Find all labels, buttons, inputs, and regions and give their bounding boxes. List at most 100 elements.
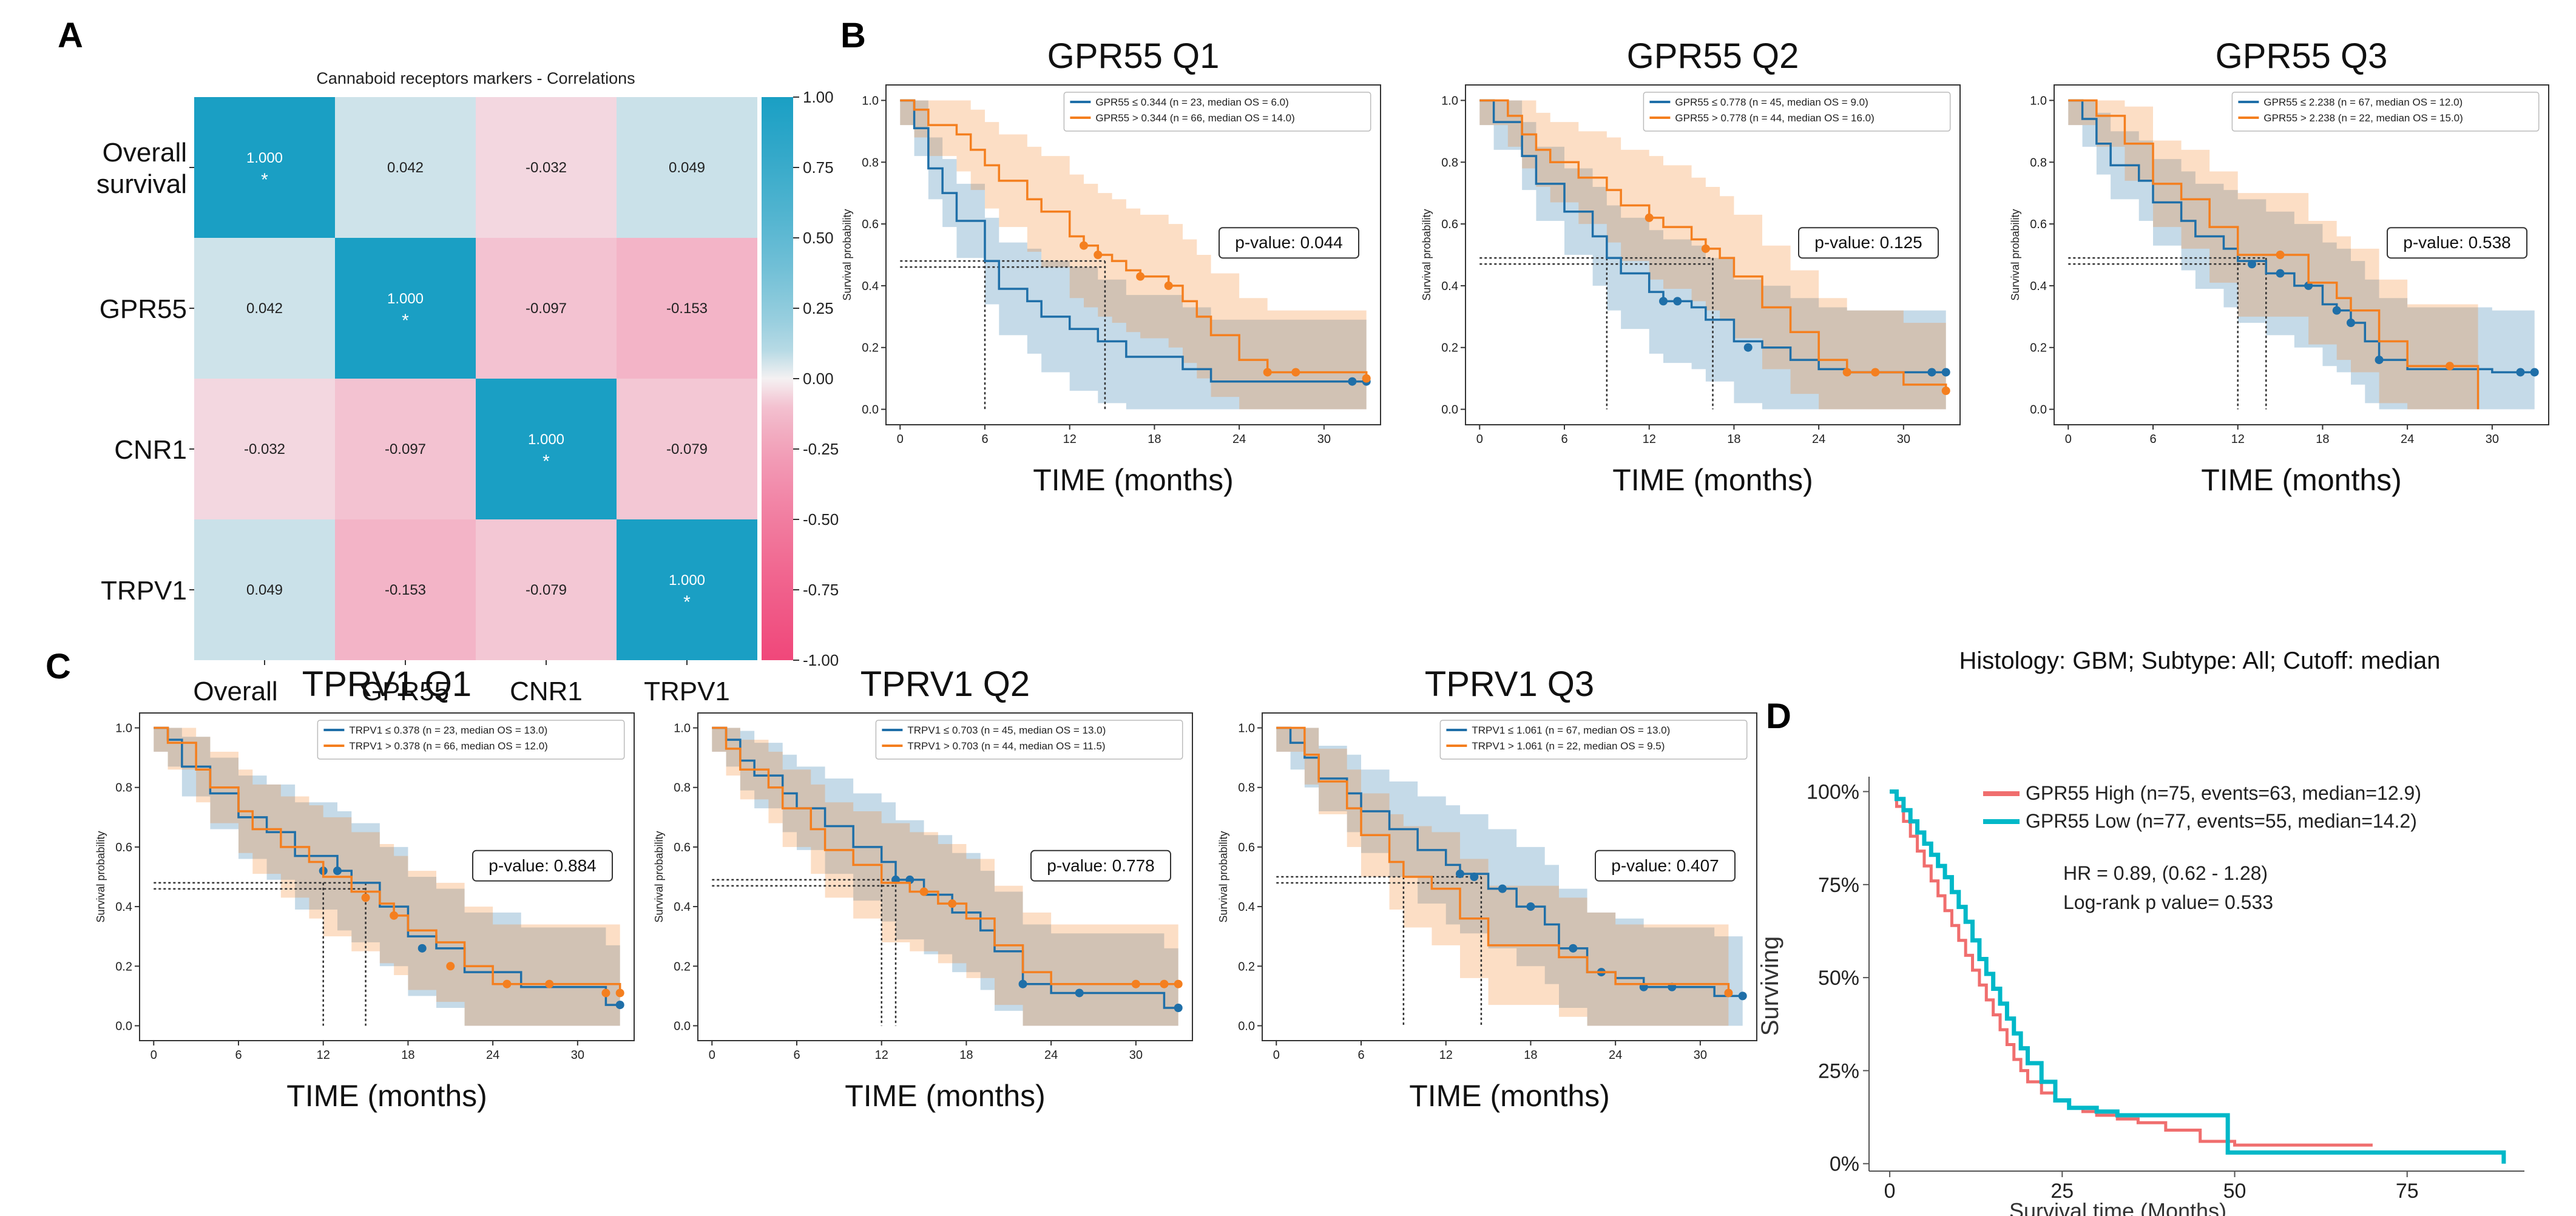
y-axis-label: Survival probability	[95, 831, 107, 922]
heatmap-cell-label: 0.049	[246, 582, 283, 598]
y-axis-label: Survival probability	[1421, 209, 1433, 300]
y-tick-label: 0.0	[115, 1019, 132, 1033]
confidence-band	[712, 728, 1178, 1026]
y-axis-label: Survival probability	[2009, 209, 2021, 300]
censor-marker	[1927, 368, 1936, 377]
legend-entry: TRPV1 ≤ 0.703 (n = 45, median OS = 13.0)	[907, 725, 1106, 736]
km-chart-gpr55-q2: GPR55 Q2 0 6 12 18 24 30 0.0 0.2 0.4 0.6 0.8 1.0 Surv…	[1421, 36, 1961, 497]
y-tick-label: 0.8	[2030, 156, 2047, 169]
censor-marker	[615, 988, 624, 998]
heatmap-cell	[617, 97, 757, 238]
heatmap-cell	[617, 519, 757, 660]
heatmap-cell-label: -0.032	[526, 160, 567, 176]
censor-marker	[1569, 944, 1578, 953]
heatmap-cell-label: -0.079	[526, 582, 567, 598]
colorbar-tick-label: 0.75	[803, 158, 834, 177]
km-chart-trpv1-q2: TPRV1 Q2 0 6 12 18 24 30 0.0 0.2 0.4 0.6 0.8 1.0 Surv…	[653, 664, 1193, 1113]
heatmap-cell-label: -0.097	[526, 300, 567, 317]
p-value-label: p-value: 0.778	[1047, 856, 1154, 875]
censor-marker	[1659, 297, 1668, 306]
heatmap-cell-label: 0.049	[669, 160, 705, 176]
heatmap-significance-marker: *	[683, 592, 691, 612]
x-tick-label: 18	[401, 1049, 414, 1062]
survival-curve	[712, 726, 1178, 985]
censor-marker	[545, 979, 554, 988]
censor-marker	[1701, 244, 1710, 253]
x-tick-label: 0	[1476, 433, 1483, 446]
heatmap-col-label: Overall	[193, 677, 277, 706]
survival-curve	[1276, 726, 1730, 993]
y-tick-label: 0.6	[1441, 218, 1458, 231]
x-tick-label: 25	[2050, 1180, 2074, 1203]
y-tick-label: 0.6	[2030, 218, 2047, 231]
survival-curve	[1479, 99, 1946, 374]
x-tick-label: 0	[150, 1049, 157, 1062]
y-tick-label: 0.2	[862, 342, 879, 355]
x-tick-label: 24	[1812, 433, 1825, 446]
legend-entry: GPR55 ≤ 2.238 (n = 67, median OS = 12.0)	[2263, 96, 2463, 108]
x-tick-label: 0	[709, 1049, 715, 1062]
colorbar-tick-label: 0.25	[803, 299, 834, 317]
survival-curve	[1479, 99, 1947, 391]
heatmap-col-label: TRPV1	[644, 677, 730, 706]
correlation-heatmap: Cannaboid receptors markers - Correlatio…	[96, 69, 839, 739]
censor-marker	[418, 944, 427, 953]
x-tick-label: 12	[1063, 433, 1077, 446]
heatmap-cell	[194, 238, 335, 379]
heatmap-cell	[335, 379, 476, 519]
x-tick-label: 24	[1232, 433, 1246, 446]
x-axis-label: TIME (months)	[845, 1079, 1046, 1113]
confidence-band	[1276, 728, 1729, 1026]
x-tick-label: 50	[2223, 1180, 2246, 1203]
y-tick-label: 0.8	[862, 156, 879, 169]
chart-title: GPR55 Q3	[2216, 36, 2388, 76]
colorbar-tick-label: -1.00	[803, 651, 839, 669]
x-tick-label: 24	[2401, 433, 2414, 446]
legend-box	[1439, 720, 1748, 760]
censor-marker	[1263, 368, 1272, 377]
censor-marker	[1075, 988, 1084, 998]
x-tick-label: 12	[875, 1049, 888, 1062]
heatmap-cell-label: -0.153	[385, 582, 426, 598]
censor-marker	[1164, 281, 1173, 290]
survival-curve	[900, 99, 1367, 383]
chart-title: TPRV1 Q3	[1425, 664, 1594, 704]
censor-marker	[1291, 368, 1300, 377]
heatmap-cell	[335, 97, 476, 238]
heatmap-col-label: CNR1	[510, 677, 583, 706]
km-chart-gbm: Histology: GBM; Subtype: All; Cutoff: me…	[1757, 647, 2524, 1216]
censor-marker	[1738, 991, 1747, 1001]
legend-entry: TRPV1 > 1.061 (n = 22, median OS = 9.5)	[1472, 740, 1665, 752]
censor-marker	[2276, 269, 2285, 278]
heatmap-col-label: GPR55	[362, 677, 449, 706]
censor-marker	[1080, 241, 1088, 250]
p-value-label: p-value: 0.125	[1814, 233, 1922, 252]
stat-annotation: Log-rank p value= 0.533	[2063, 891, 2273, 913]
censor-marker	[446, 962, 455, 971]
x-tick-label: 18	[1148, 433, 1161, 446]
y-tick-label: 0.8	[115, 782, 132, 795]
legend-entry: GPR55 Low (n=77, events=55, median=14.2)	[2026, 810, 2417, 832]
legend-entry: GPR55 ≤ 0.778 (n = 45, median OS = 9.0)	[1675, 96, 1868, 108]
censor-marker	[1526, 902, 1535, 911]
x-tick-label: 24	[1044, 1049, 1058, 1062]
y-tick-label: 0.0	[2030, 404, 2047, 417]
y-tick-label: 1.0	[1441, 94, 1458, 107]
y-tick-label: 0.6	[862, 218, 879, 231]
p-value-box	[1030, 850, 1171, 882]
y-tick-label: 0.6	[1238, 841, 1255, 854]
heatmap-significance-marker: *	[543, 451, 550, 471]
km-chart-trpv1-q3: TPRV1 Q3 0 6 12 18 24 30 0.0 0.2 0.4 0.6 0.8 1.0 Surv…	[1217, 664, 1757, 1113]
x-axis-label: TIME (months)	[1409, 1079, 1610, 1113]
y-tick-label: 0.4	[2030, 280, 2047, 293]
censor-marker	[1362, 374, 1371, 383]
heatmap-cell-label: 0.042	[246, 300, 283, 317]
y-tick-label: 0.0	[674, 1019, 691, 1033]
colorbar-tick-label: 0.50	[803, 229, 834, 247]
censor-marker	[1094, 251, 1103, 259]
censor-marker	[361, 893, 370, 902]
censor-marker	[1131, 979, 1140, 988]
y-axis-label: Survival probability	[653, 831, 665, 922]
x-tick-label: 30	[1129, 1049, 1143, 1062]
survival-curve	[154, 726, 621, 993]
